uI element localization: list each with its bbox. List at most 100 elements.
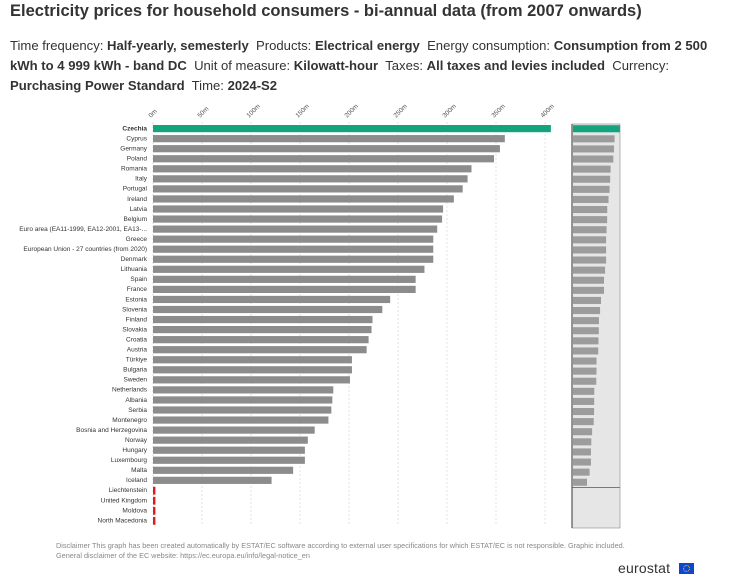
bar[interactable]: [153, 346, 367, 354]
category-label: Romania: [121, 166, 147, 173]
bar[interactable]: [153, 235, 434, 243]
disclaimer-line-1: Disclaimer This graph has been created a…: [56, 541, 625, 550]
chart-filters: Time frequency: Half-yearly, semesterly …: [10, 36, 738, 96]
category-label: Montenegro: [112, 417, 147, 424]
filter-unit-label: Unit of measure:: [194, 58, 291, 73]
filter-taxes-label: Taxes:: [385, 58, 424, 73]
bar[interactable]: [153, 125, 551, 133]
bar[interactable]: [153, 406, 332, 414]
bar[interactable]: [153, 416, 329, 424]
bar[interactable]: [153, 285, 416, 293]
category-label: Slovakia: [122, 326, 147, 333]
category-label: Serbia: [128, 407, 147, 414]
bar[interactable]: [153, 305, 383, 314]
filter-energy-consumption-value: Consumption from 2 500 kWh to 4 999 kWh …: [10, 38, 708, 73]
overview-bar: [573, 206, 608, 214]
bar[interactable]: [153, 366, 352, 374]
bar[interactable]: [153, 225, 438, 233]
x-tick-label: 200m: [343, 103, 359, 119]
overview-background: [572, 124, 620, 528]
overview-bar: [573, 357, 597, 365]
filter-unit-value: Kilowatt-hour: [293, 58, 379, 73]
category-label: Finland: [126, 316, 148, 323]
bar[interactable]: [153, 336, 369, 344]
bars: [153, 125, 551, 525]
category-label: North Macedonia: [98, 517, 148, 524]
overview-bar: [573, 296, 602, 304]
overview-bar: [573, 185, 610, 193]
bar[interactable]: [153, 275, 416, 283]
category-label: France: [127, 286, 148, 293]
bar[interactable]: [153, 175, 468, 183]
overview-bar: [573, 408, 595, 416]
overview-bar: [573, 438, 592, 446]
overview-bar: [573, 367, 597, 375]
filter-taxes-value: All taxes and levies included: [426, 58, 605, 73]
overview-bar: [573, 276, 605, 284]
overview-bar: [573, 246, 607, 254]
bar[interactable]: [153, 155, 495, 163]
category-label: Sweden: [124, 377, 148, 384]
overview-bar: [573, 236, 607, 244]
bar[interactable]: [153, 396, 333, 404]
x-tick-label: 150m: [294, 103, 310, 119]
bar[interactable]: [153, 386, 334, 394]
overview-bar: [573, 448, 591, 456]
bar[interactable]: [153, 476, 272, 484]
bar[interactable]: [153, 456, 305, 464]
bar[interactable]: [153, 446, 305, 454]
overview-bar: [573, 125, 620, 133]
category-labels: Czechia Cyprus Germany Poland Romania Italy Po…: [19, 125, 148, 524]
bar[interactable]: [153, 356, 352, 364]
bar[interactable]: [153, 326, 372, 334]
bar-missing[interactable]: [153, 486, 156, 495]
bar-missing[interactable]: [153, 506, 156, 515]
bar[interactable]: [153, 135, 505, 143]
bar-missing[interactable]: [153, 496, 156, 505]
bar[interactable]: [153, 185, 463, 193]
overview-bar: [573, 226, 607, 234]
overview-bar: [573, 337, 599, 345]
x-tick-label: 0m: [147, 108, 158, 119]
overview-bar: [573, 478, 588, 486]
bar-missing[interactable]: [153, 516, 156, 525]
overview-bar: [573, 286, 605, 294]
category-label: Liechtenstein: [109, 487, 148, 494]
overview-bar: [573, 175, 611, 183]
filter-products-label: Products:: [256, 38, 312, 53]
overview-bar: [573, 347, 599, 355]
category-label: Latvia: [130, 206, 148, 213]
category-label: European Union - 27 countries (from 2020…: [23, 246, 147, 253]
filter-energy-consumption-label: Energy consumption:: [427, 38, 551, 53]
bar[interactable]: [153, 205, 444, 213]
overview-bar: [573, 418, 594, 426]
overview-navigator[interactable]: [571, 123, 621, 529]
overview-bar: [573, 266, 606, 274]
bar[interactable]: [153, 255, 434, 263]
bar[interactable]: [153, 315, 373, 324]
bar[interactable]: [153, 215, 443, 223]
category-label: Italy: [135, 176, 148, 183]
bar[interactable]: [153, 145, 500, 153]
bar[interactable]: [153, 195, 454, 203]
overview-bar: [573, 317, 599, 325]
filter-currency-label: Currency:: [612, 58, 670, 73]
overview-bar: [573, 155, 614, 163]
x-tick-label: 50m: [196, 106, 210, 120]
bar[interactable]: [153, 165, 472, 173]
overview-bar: [573, 145, 614, 153]
bar[interactable]: [153, 265, 425, 273]
bar[interactable]: [153, 245, 434, 253]
category-label: Norway: [125, 437, 148, 444]
x-tick-label: 350m: [490, 103, 506, 119]
filter-currency-value: Purchasing Power Standard: [10, 78, 185, 93]
bar[interactable]: [153, 295, 391, 304]
bar[interactable]: [153, 426, 315, 434]
category-label: Hungary: [122, 447, 147, 454]
bar[interactable]: [153, 466, 294, 474]
filter-products-value: Electrical energy: [314, 38, 420, 53]
bar[interactable]: [153, 376, 350, 384]
x-tick-label: 400m: [539, 103, 555, 119]
overview-bar: [573, 377, 597, 385]
bar[interactable]: [153, 436, 308, 444]
